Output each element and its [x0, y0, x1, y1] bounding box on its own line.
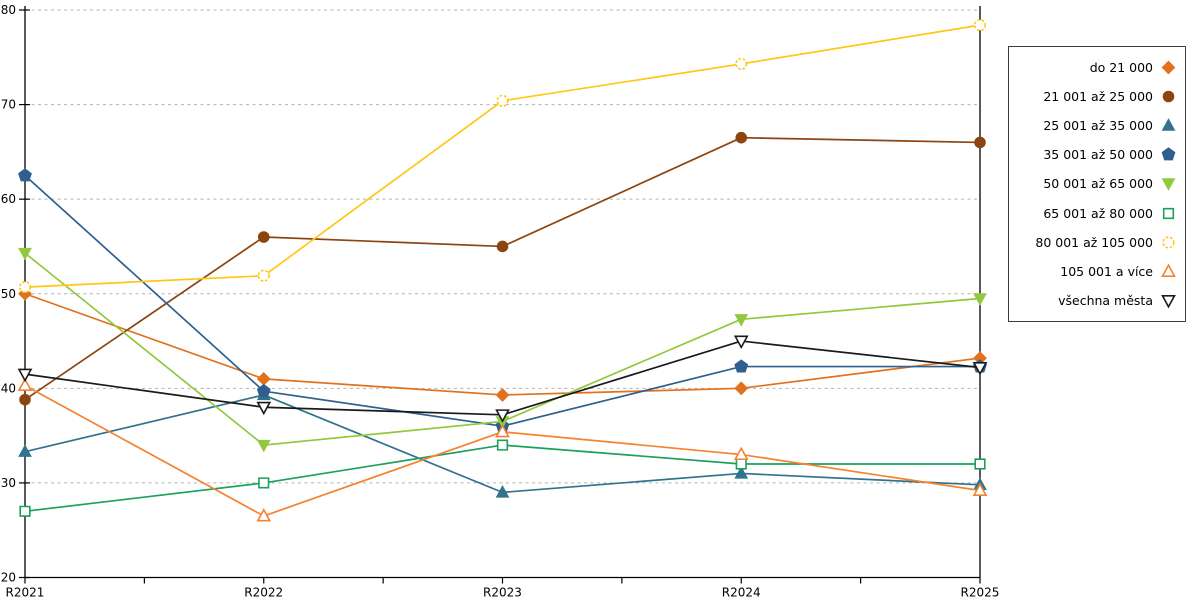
- legend-label: všechna města: [1058, 292, 1153, 308]
- data-point-marker: [973, 293, 987, 306]
- triangle-up-marker-icon: [1161, 263, 1176, 277]
- data-point-marker: [495, 409, 510, 423]
- data-point-marker: [18, 281, 32, 294]
- legend-label: 80 001 až 105 000: [1035, 234, 1153, 250]
- data-point-marker: [19, 393, 31, 406]
- legend-label: 105 001 a více: [1060, 263, 1153, 279]
- y-tick-label: 60: [1, 192, 16, 206]
- data-point-marker: [256, 508, 272, 522]
- data-point-marker: [735, 458, 747, 470]
- legend-label: 65 001 až 80 000: [1043, 205, 1153, 221]
- data-point-marker: [734, 359, 749, 373]
- circle-marker-icon: [1162, 236, 1175, 249]
- data-point-marker: [733, 446, 749, 461]
- legend-item-3: 35 001 až 50 000: [1013, 142, 1177, 168]
- data-point-marker: [257, 269, 270, 282]
- data-point-marker: [496, 439, 509, 451]
- series-line-1: [24, 136, 981, 401]
- legend-item-7: 105 001 a více: [1013, 258, 1177, 284]
- legend-label: do 21 000: [1089, 60, 1153, 76]
- y-tick-label: 80: [1, 3, 16, 17]
- legend-item-2: 25 001 až 35 000: [1013, 113, 1177, 139]
- y-tick-label: 30: [1, 476, 16, 490]
- legend-item-6: 80 001 až 105 000: [1013, 229, 1177, 255]
- legend-label: 21 001 až 25 000: [1043, 89, 1153, 105]
- legend-label: 35 001 až 50 000: [1043, 147, 1153, 163]
- data-point-marker: [734, 314, 749, 327]
- data-point-marker: [974, 136, 986, 149]
- y-tick-label: 20: [1, 571, 16, 585]
- data-point-marker: [17, 368, 33, 383]
- legend-item-0: do 21 000: [1013, 55, 1177, 81]
- data-point-marker: [495, 485, 510, 498]
- legend: do 21 000 21 001 až 25 000 25 001 až 35 00…: [1008, 46, 1186, 322]
- data-point-marker: [733, 335, 749, 350]
- x-tick-label: R2024: [722, 586, 761, 600]
- data-point-marker: [972, 362, 988, 376]
- triangle-down-marker-icon: [1161, 178, 1176, 192]
- data-point-marker: [734, 381, 749, 396]
- data-point-marker: [17, 377, 33, 391]
- x-tick-label: R2025: [961, 586, 1000, 600]
- data-point-marker: [735, 57, 748, 71]
- x-tick-label: R2022: [244, 586, 283, 600]
- square-marker-icon: [1162, 207, 1175, 219]
- data-point-marker: [496, 94, 509, 107]
- legend-item-1: 21 001 až 25 000: [1013, 84, 1177, 110]
- legend-item-8: všechna města: [1013, 287, 1177, 313]
- data-point-marker: [496, 240, 509, 253]
- data-point-marker: [973, 19, 987, 32]
- data-point-marker: [257, 231, 270, 243]
- data-point-marker: [256, 439, 271, 453]
- data-point-marker: [256, 371, 271, 386]
- y-tick-label: 70: [1, 98, 16, 112]
- data-point-marker: [972, 482, 988, 496]
- diamond-marker-icon: [1161, 60, 1176, 75]
- legend-label: 50 001 až 65 000: [1043, 176, 1153, 192]
- circle-marker-icon: [1162, 90, 1175, 103]
- series-line-0: [24, 292, 981, 396]
- legend-item-5: 65 001 až 80 000: [1013, 200, 1177, 226]
- data-point-marker: [495, 388, 510, 402]
- data-point-marker: [18, 444, 32, 457]
- data-point-marker: [256, 383, 271, 398]
- data-point-marker: [19, 505, 31, 517]
- legend-item-4: 50 001 až 65 000: [1013, 171, 1177, 197]
- series-line-8: [24, 340, 981, 416]
- legend-label: 25 001 až 35 000: [1043, 118, 1153, 134]
- x-tick-label: R2021: [6, 586, 45, 600]
- data-point-marker: [256, 401, 272, 416]
- data-point-marker: [734, 466, 749, 479]
- data-point-marker: [18, 247, 32, 261]
- triangle-down-marker-icon: [1161, 294, 1176, 309]
- data-point-marker: [974, 458, 986, 470]
- data-point-marker: [258, 477, 270, 489]
- data-point-marker: [735, 131, 748, 144]
- y-tick-label: 40: [1, 381, 16, 395]
- pentagon-marker-icon: [1161, 147, 1176, 161]
- y-tick-label: 50: [1, 287, 16, 301]
- triangle-up-marker-icon: [1161, 118, 1176, 131]
- data-point-marker: [495, 423, 510, 438]
- data-point-marker: [18, 168, 32, 182]
- x-tick-label: R2023: [483, 586, 522, 600]
